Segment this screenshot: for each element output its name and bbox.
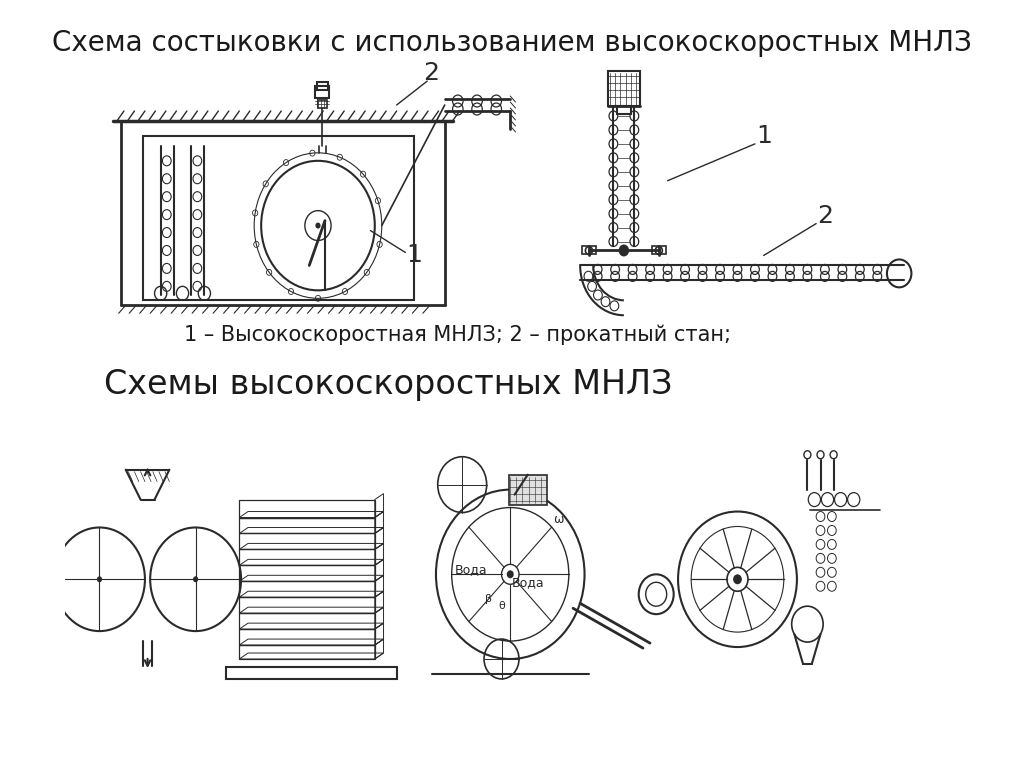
Text: Схемы высокоскоростных МНЛЗ: Схемы высокоскоростных МНЛЗ xyxy=(103,368,672,401)
Bar xyxy=(616,106,631,114)
Bar xyxy=(240,645,375,659)
Bar xyxy=(240,518,375,534)
Bar xyxy=(509,475,547,505)
Bar xyxy=(318,100,327,108)
Bar xyxy=(240,565,375,581)
Text: Вода: Вода xyxy=(511,576,544,589)
Bar xyxy=(240,629,375,645)
Bar xyxy=(582,246,596,255)
Bar xyxy=(652,246,666,255)
Text: ω: ω xyxy=(553,513,563,526)
Text: 1: 1 xyxy=(756,124,772,148)
Bar xyxy=(317,82,328,90)
Bar xyxy=(143,136,414,301)
Circle shape xyxy=(733,574,741,584)
Bar xyxy=(315,86,330,98)
Text: 1: 1 xyxy=(407,243,422,268)
Bar xyxy=(240,534,375,549)
Text: Вода: Вода xyxy=(455,563,487,576)
Bar xyxy=(240,549,375,565)
Bar xyxy=(240,597,375,613)
Text: Схема состыковки с использованием высокоскоростных МНЛЗ: Схема состыковки с использованием высоко… xyxy=(52,29,972,58)
Bar xyxy=(240,581,375,597)
Circle shape xyxy=(97,576,102,582)
Circle shape xyxy=(193,576,199,582)
Bar xyxy=(240,499,375,518)
Text: 2: 2 xyxy=(817,203,833,228)
Circle shape xyxy=(618,245,629,256)
Text: θ: θ xyxy=(498,601,505,611)
Bar xyxy=(240,613,375,629)
Text: 1 – Высокоскоростная МНЛЗ; 2 – прокатный стан;: 1 – Высокоскоростная МНЛЗ; 2 – прокатный… xyxy=(184,325,731,345)
Text: β: β xyxy=(485,594,492,604)
Circle shape xyxy=(507,571,514,578)
Circle shape xyxy=(315,222,321,229)
Text: 2: 2 xyxy=(424,61,439,85)
Bar xyxy=(608,71,640,106)
